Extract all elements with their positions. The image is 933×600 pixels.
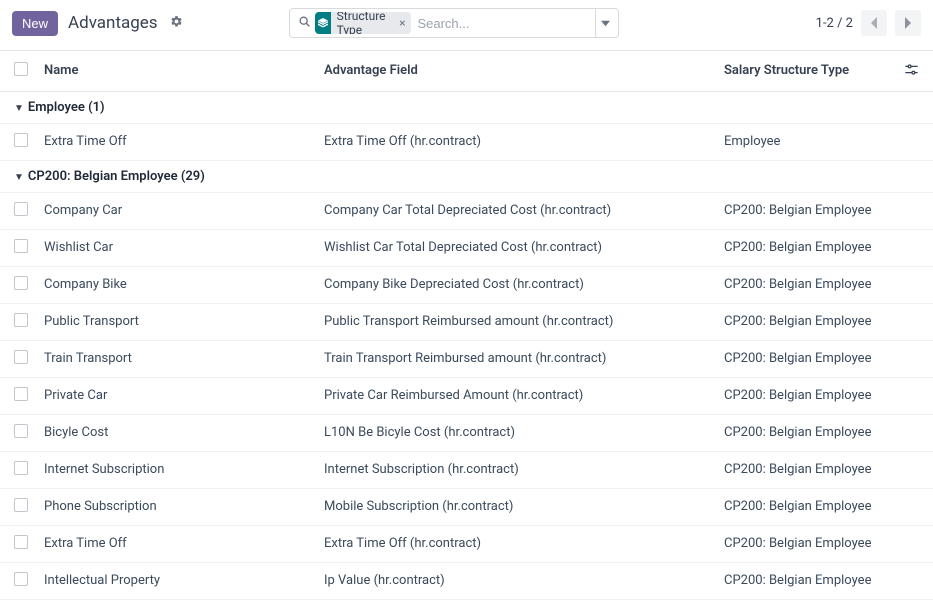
cell-advantage-field: Extra Time Off (hr.contract) xyxy=(316,525,716,562)
cell-name: Company Bike xyxy=(36,266,316,303)
cell-name: Bicyle Cost xyxy=(36,414,316,451)
row-checkbox[interactable] xyxy=(14,239,28,253)
cell-structure-type: CP200: Belgian Employee xyxy=(716,377,895,414)
cell-advantage-field: Train Transport Reimbursed amount (hr.co… xyxy=(316,340,716,377)
cell-advantage-field: Company Car Total Depreciated Cost (hr.c… xyxy=(316,192,716,229)
row-checkbox[interactable] xyxy=(14,461,28,475)
pager-text[interactable]: 1-2 / 2 xyxy=(816,16,853,31)
search-dropdown-toggle[interactable] xyxy=(595,9,614,37)
cell-name: Train Transport xyxy=(36,340,316,377)
table-row[interactable]: Extra Time OffExtra Time Off (hr.contrac… xyxy=(0,525,933,562)
cell-structure-type: CP200: Belgian Employee xyxy=(716,525,895,562)
cell-structure-type: CP200: Belgian Employee xyxy=(716,192,895,229)
new-button[interactable]: New xyxy=(12,11,58,36)
column-header-advantage-field[interactable]: Advantage Field xyxy=(316,51,716,92)
gear-icon[interactable] xyxy=(170,15,183,32)
cell-advantage-field: Private Car Reimbursed Amount (hr.contra… xyxy=(316,377,716,414)
column-header-structure-type[interactable]: Salary Structure Type xyxy=(716,51,895,92)
table-row[interactable]: Wishlist CarWishlist Car Total Depreciat… xyxy=(0,229,933,266)
row-checkbox[interactable] xyxy=(14,387,28,401)
table-row[interactable]: Internet SubscriptionInternet Subscripti… xyxy=(0,451,933,488)
cell-name: Wishlist Car xyxy=(36,229,316,266)
cell-structure-type: Employee xyxy=(716,123,895,160)
search-bar[interactable]: Structure Type × xyxy=(289,8,619,38)
table-row[interactable]: Company CarCompany Car Total Depreciated… xyxy=(0,192,933,229)
table-row[interactable]: Extra Time OffExtra Time Off (hr.contrac… xyxy=(0,123,933,160)
chevron-down-icon: ▼ xyxy=(14,172,24,183)
chevron-down-icon: ▼ xyxy=(14,103,24,114)
pager-next-button[interactable] xyxy=(895,10,921,36)
search-facet-label: Structure Type xyxy=(331,12,397,34)
cell-name: Private Car xyxy=(36,377,316,414)
cell-name: Public Transport xyxy=(36,303,316,340)
cell-structure-type: CP200: Belgian Employee xyxy=(716,451,895,488)
table-row[interactable]: Private CarPrivate Car Reimbursed Amount… xyxy=(0,377,933,414)
cell-structure-type: CP200: Belgian Employee xyxy=(716,303,895,340)
cell-advantage-field: Mobile Subscription (hr.contract) xyxy=(316,488,716,525)
cell-advantage-field: Company Bike Depreciated Cost (hr.contra… xyxy=(316,266,716,303)
cell-structure-type: CP200: Belgian Employee xyxy=(716,414,895,451)
optional-columns-icon[interactable] xyxy=(903,61,919,77)
group-count: (1) xyxy=(85,100,105,115)
table-row[interactable]: Company BikeCompany Bike Depreciated Cos… xyxy=(0,266,933,303)
cell-name: Company Car xyxy=(36,192,316,229)
cell-name: Extra Time Off xyxy=(36,123,316,160)
row-checkbox[interactable] xyxy=(14,535,28,549)
cell-name: Internet Subscription xyxy=(36,451,316,488)
cell-advantage-field: L10N Be Bicyle Cost (hr.contract) xyxy=(316,414,716,451)
row-checkbox[interactable] xyxy=(14,498,28,512)
cell-name: Extra Time Off xyxy=(36,525,316,562)
row-checkbox[interactable] xyxy=(14,313,28,327)
layers-icon xyxy=(315,12,331,34)
cell-advantage-field: Internet Subscription (hr.contract) xyxy=(316,451,716,488)
group-header[interactable]: ▼ Employee (1) xyxy=(0,91,933,123)
search-input[interactable] xyxy=(415,15,595,32)
row-checkbox[interactable] xyxy=(14,133,28,147)
group-header[interactable]: ▼ CP200: Belgian Employee (29) xyxy=(0,160,933,192)
table-row[interactable]: Bicyle CostL10N Be Bicyle Cost (hr.contr… xyxy=(0,414,933,451)
row-checkbox[interactable] xyxy=(14,276,28,290)
cell-structure-type: CP200: Belgian Employee xyxy=(716,266,895,303)
cell-advantage-field: Wishlist Car Total Depreciated Cost (hr.… xyxy=(316,229,716,266)
table-row[interactable]: Train TransportTrain Transport Reimburse… xyxy=(0,340,933,377)
row-checkbox[interactable] xyxy=(14,572,28,586)
cell-advantage-field: Public Transport Reimbursed amount (hr.c… xyxy=(316,303,716,340)
cell-structure-type: CP200: Belgian Employee xyxy=(716,340,895,377)
cell-name: Phone Subscription xyxy=(36,488,316,525)
row-checkbox[interactable] xyxy=(14,424,28,438)
page-title: Advantages xyxy=(68,13,158,33)
group-label: CP200: Belgian Employee xyxy=(28,169,178,184)
cell-advantage-field: Extra Time Off (hr.contract) xyxy=(316,123,716,160)
pager-prev-button[interactable] xyxy=(861,10,887,36)
row-checkbox[interactable] xyxy=(14,350,28,364)
group-label: Employee xyxy=(28,100,85,115)
search-facet: Structure Type × xyxy=(315,12,411,34)
facet-remove-icon[interactable]: × xyxy=(397,16,411,30)
table-row[interactable]: Public TransportPublic Transport Reimbur… xyxy=(0,303,933,340)
search-icon xyxy=(298,15,311,32)
select-all-checkbox[interactable] xyxy=(14,62,28,76)
cell-structure-type: CP200: Belgian Employee xyxy=(716,488,895,525)
table-row[interactable]: Phone SubscriptionMobile Subscription (h… xyxy=(0,488,933,525)
data-table: Name Advantage Field Salary Structure Ty… xyxy=(0,50,933,600)
column-header-name[interactable]: Name xyxy=(36,51,316,92)
row-checkbox[interactable] xyxy=(14,202,28,216)
cell-structure-type: CP200: Belgian Employee xyxy=(716,229,895,266)
group-count: (29) xyxy=(178,169,205,184)
